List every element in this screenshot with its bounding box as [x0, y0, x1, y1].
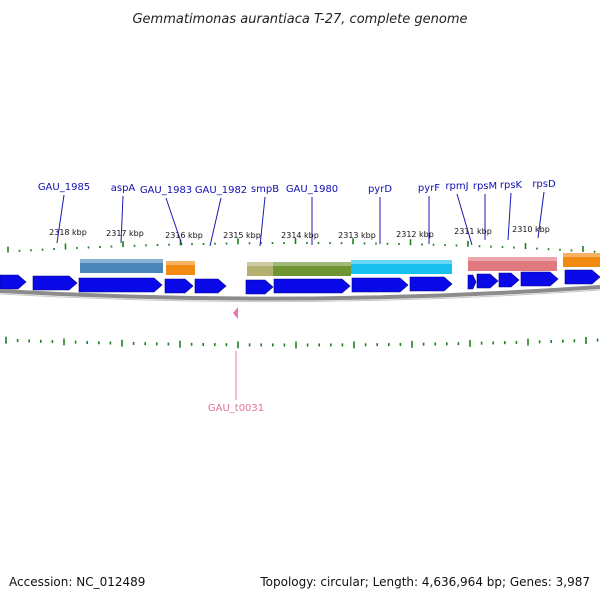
gene-label[interactable]: GAU_1985	[38, 182, 90, 193]
gene-arrow[interactable]	[245, 279, 274, 295]
kbp-scale: 2318 kbp 2317 kbp 2316 kbp 2315 kbp 2314 kbp…	[49, 225, 550, 240]
gene-label[interactable]: pyrD	[368, 184, 392, 195]
gene-label[interactable]: aspA	[111, 183, 136, 194]
feature-block[interactable]	[247, 262, 273, 276]
gene-label[interactable]: GAU_1980	[286, 184, 338, 195]
gene-label[interactable]: smpB	[251, 184, 279, 195]
kbp-tick-label: 2312 kbp	[396, 230, 434, 239]
gene-label[interactable]: rpmJ	[445, 181, 468, 192]
gene-label[interactable]: rpsD	[532, 179, 556, 190]
gene-arrow[interactable]	[273, 278, 351, 294]
feature-block[interactable]	[351, 260, 452, 274]
feature-block[interactable]	[563, 253, 600, 267]
genome-backbone-shadow	[0, 289, 600, 303]
feature-block[interactable]	[80, 259, 163, 273]
accession-text: Accession: NC_012489	[9, 575, 145, 589]
gene-arrow[interactable]	[564, 269, 600, 285]
gene-arrow[interactable]	[78, 277, 163, 293]
genome-backbone	[0, 285, 600, 301]
feature-block-highlight	[351, 260, 452, 264]
gene-arrow[interactable]	[194, 278, 227, 294]
gene-arrow[interactable]	[409, 276, 453, 292]
kbp-tick-label: 2315 kbp	[223, 231, 261, 240]
gene-label[interactable]: GAU_1982	[195, 185, 247, 196]
gene-arrow[interactable]	[498, 272, 520, 288]
kbp-tick-label: 2318 kbp	[49, 228, 87, 237]
kbp-tick-label: 2311 kbp	[454, 227, 492, 236]
trna-marker	[233, 307, 238, 319]
gene-label-leaders	[56, 191, 545, 247]
feature-block[interactable]	[468, 257, 557, 271]
gene-arrow[interactable]	[476, 273, 499, 289]
gene-arrow[interactable]	[351, 277, 409, 293]
feature-block-highlight	[468, 257, 557, 261]
gene-arrow[interactable]	[467, 274, 477, 290]
trna-label: GAU_t0031	[208, 403, 264, 414]
feature-block-highlight	[80, 259, 163, 263]
feature-block-highlight	[166, 261, 195, 265]
genome-title: Gemmatimonas aurantiaca T-27, complete g…	[132, 12, 467, 27]
feature-block[interactable]	[166, 261, 195, 275]
gene-leader-line	[259, 196, 266, 247]
genome-summary-text: Topology: circular; Length: 4,636,964 bp…	[259, 575, 590, 589]
gene-label[interactable]: rpsK	[500, 180, 523, 191]
gene-arrow-track	[0, 269, 600, 295]
upper-tick-track	[7, 238, 596, 253]
gene-leader-line	[537, 191, 545, 239]
gene-arrow[interactable]	[520, 271, 559, 287]
feature-block[interactable]	[273, 262, 351, 276]
gene-arrow[interactable]	[164, 278, 194, 294]
gene-leader-line	[56, 194, 65, 244]
gene-leader-line	[165, 197, 183, 246]
kbp-tick-label: 2317 kbp	[106, 229, 144, 238]
feature-block-highlight	[247, 262, 273, 266]
gene-label[interactable]: rpsM	[473, 181, 497, 192]
gene-leader-line	[209, 197, 222, 247]
gene-labels: GAU_1985 aspA GAU_1983 GAU_1982 smpB GAU_1980…	[38, 179, 556, 196]
kbp-tick-label: 2316 kbp	[165, 231, 203, 240]
kbp-tick-label: 2314 kbp	[281, 231, 319, 240]
kbp-tick-label: 2313 kbp	[338, 231, 376, 240]
gene-arrow[interactable]	[0, 274, 27, 290]
gene-leader-line	[507, 192, 512, 241]
feature-block-highlight	[273, 262, 351, 266]
feature-block-highlight	[563, 253, 600, 257]
gene-label[interactable]: pyrF	[418, 183, 440, 194]
lower-tick-track	[5, 336, 599, 349]
kbp-tick-label: 2310 kbp	[512, 225, 550, 234]
gene-label[interactable]: GAU_1983	[140, 185, 192, 196]
gene-leader-line	[456, 193, 473, 246]
gene-arrow[interactable]	[32, 275, 78, 291]
feature-track	[80, 253, 600, 276]
gene-leader-line	[120, 195, 124, 244]
